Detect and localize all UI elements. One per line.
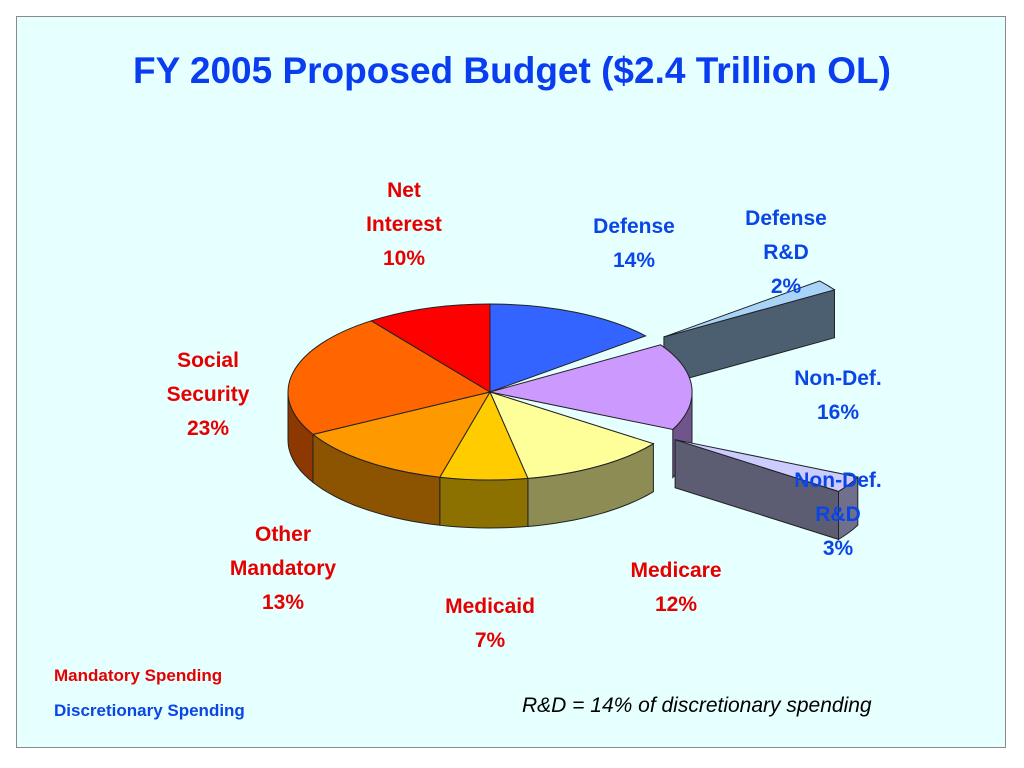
slice-other_mandatory — [311, 391, 492, 478]
slice-nondef_rd — [674, 439, 859, 492]
label-line: Social — [177, 349, 239, 372]
slice-medicare — [489, 391, 655, 479]
label-line: Non-Def. — [794, 469, 882, 492]
label-line: 10% — [382, 247, 426, 270]
pie-tops — [287, 280, 859, 492]
legend-mandatory: Mandatory Spending — [54, 666, 223, 685]
label-line: Medicare — [630, 559, 722, 582]
label-line: Security — [166, 383, 250, 406]
chart-title: FY 2005 Proposed Budget ($2.4 Trillion O… — [133, 50, 891, 91]
slice-defense_rd — [663, 280, 836, 338]
slice-defense — [489, 303, 647, 393]
legend-discretionary: Discretionary Spending — [54, 701, 245, 720]
label-medicaid: Medicaid 7% — [445, 590, 535, 658]
side-medicaid — [439, 476, 529, 529]
label-defense: Defense 14% — [593, 210, 675, 278]
slice-social_security — [287, 320, 492, 435]
slice-net_interest — [370, 303, 491, 393]
label-social-security: Social Security 23% — [167, 344, 250, 446]
label-medicare: Medicare 12% — [630, 554, 721, 622]
label-line: 14% — [612, 249, 656, 272]
label-line: Medicaid — [445, 595, 535, 618]
label-non-def-rd: Non-Def. R&D 3% — [794, 464, 882, 566]
label-line: Net — [387, 179, 421, 202]
label-line: R&D — [763, 241, 809, 264]
footnote: R&D = 14% of discretionary spending — [522, 694, 872, 717]
label-line: Other — [254, 523, 311, 546]
label-net-interest: Net Interest 10% — [366, 174, 442, 276]
label-line: 23% — [186, 417, 230, 440]
label-line: 12% — [654, 593, 698, 616]
label-other-mandatory: Other Mandatory 13% — [230, 518, 336, 620]
label-line: 7% — [474, 629, 506, 652]
label-line: Defense — [745, 207, 827, 230]
slice-nondef — [489, 344, 693, 431]
label-line: 16% — [816, 401, 860, 424]
label-line: Defense — [593, 215, 675, 238]
label-defense-rd: Defense R&D 2% — [745, 202, 827, 304]
label-line: R&D — [815, 503, 861, 526]
label-line: 13% — [261, 591, 305, 614]
label-non-def: Non-Def. 16% — [794, 362, 882, 430]
label-line: 3% — [822, 537, 854, 560]
label-line: 2% — [770, 275, 802, 298]
label-line: Interest — [366, 213, 442, 236]
label-line: Non-Def. — [794, 367, 882, 390]
label-line: Mandatory — [229, 557, 337, 580]
